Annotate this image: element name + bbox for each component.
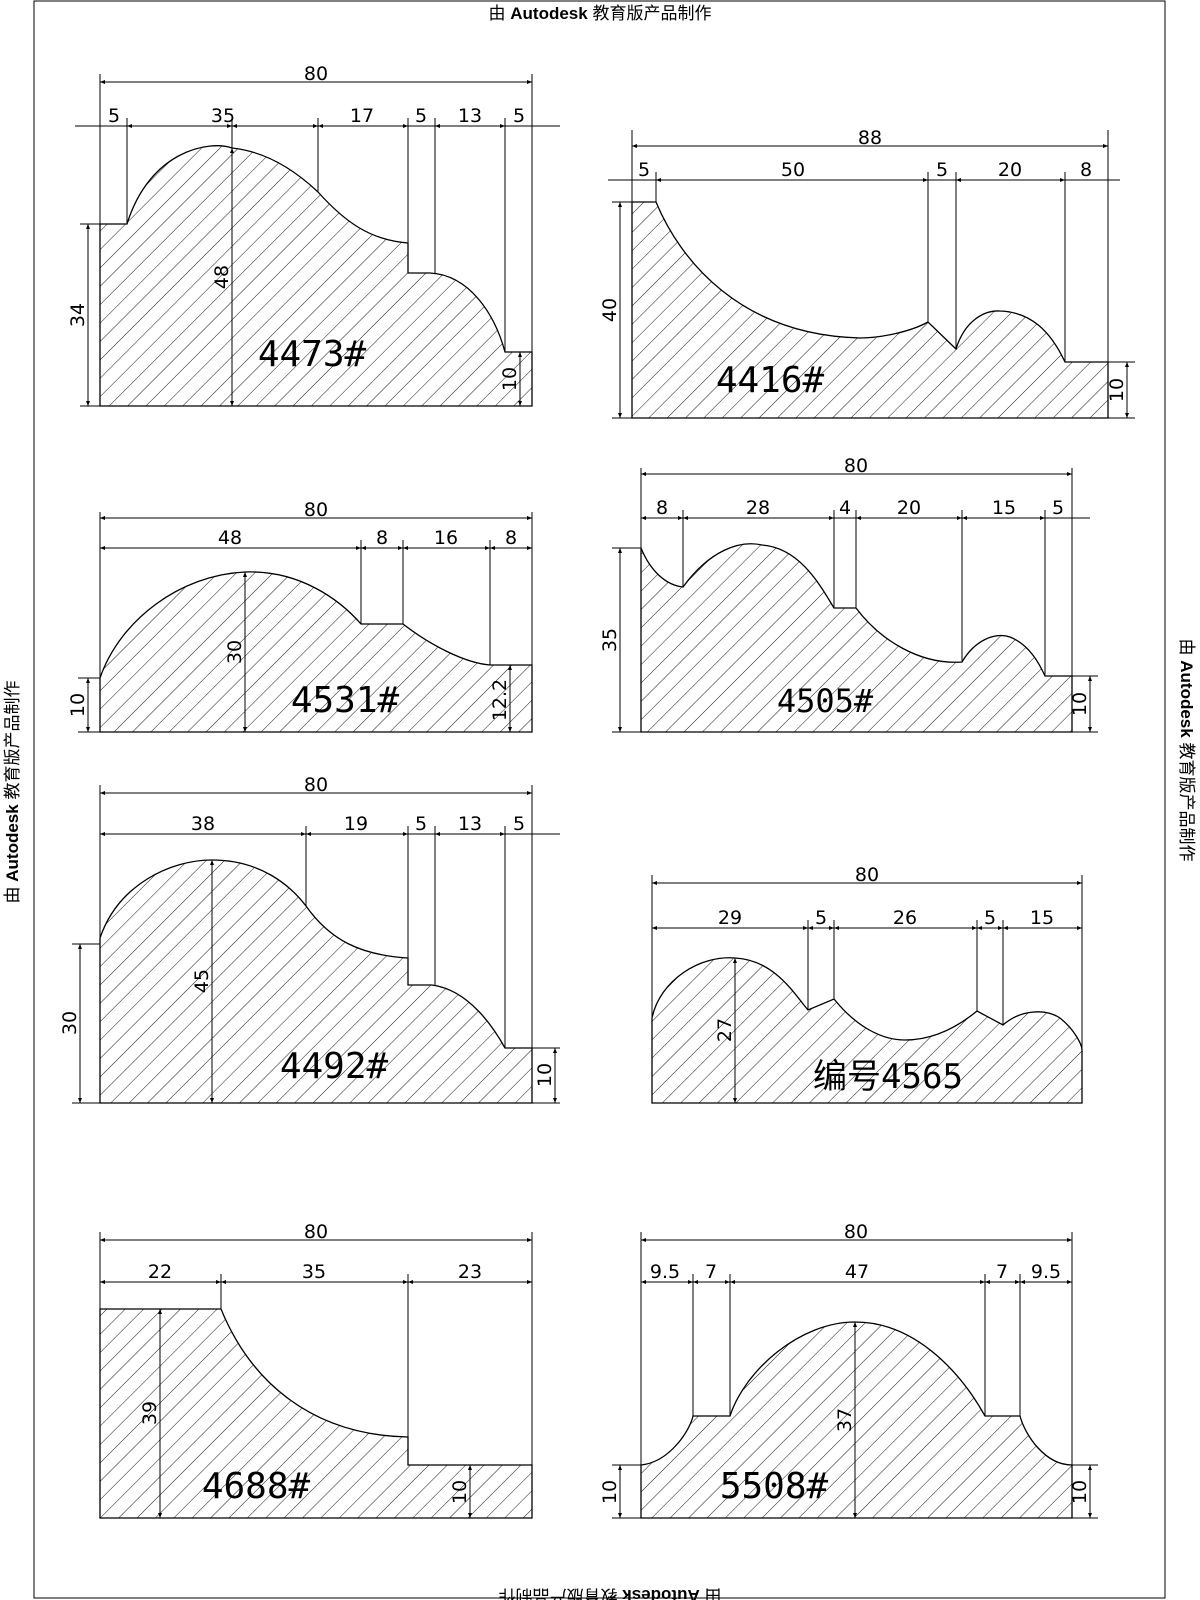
dim-segment: 5 bbox=[815, 907, 827, 929]
dim-overall-width: 80 bbox=[304, 1221, 328, 1243]
dim-segment: 8 bbox=[656, 497, 668, 519]
dim-overall-width: 80 bbox=[304, 774, 328, 796]
dim-segment: 7 bbox=[996, 1261, 1008, 1283]
profile-code: 5508# bbox=[720, 1466, 829, 1507]
dim-height: 27 bbox=[714, 1018, 736, 1042]
dim-segment: 5 bbox=[108, 105, 120, 127]
profile-code: 4531# bbox=[291, 680, 400, 721]
sheet-border bbox=[33, 0, 1166, 1599]
profile-code: 4688# bbox=[202, 1466, 311, 1507]
dim-segment: 28 bbox=[746, 497, 770, 519]
dim-height: 10 bbox=[1069, 1480, 1091, 1504]
profile-code: 4473# bbox=[258, 334, 367, 375]
profile-outline bbox=[99, 145, 533, 407]
dim-segment: 4 bbox=[839, 497, 851, 519]
dim-height: 10 bbox=[1106, 378, 1128, 402]
profile-outline bbox=[651, 957, 1083, 1104]
dim-segment: 9.5 bbox=[1031, 1261, 1061, 1283]
dim-height: 48 bbox=[211, 265, 233, 289]
profile-4688: 80 22 35 23 39 10 4688# bbox=[99, 1221, 533, 1519]
watermark-right: 由 Autodesk 教育版产品制作 bbox=[1177, 639, 1196, 862]
dim-segment: 5 bbox=[1052, 497, 1064, 519]
dim-height: 10 bbox=[1069, 692, 1091, 716]
dim-segment: 13 bbox=[458, 105, 482, 127]
dim-height: 10 bbox=[67, 693, 89, 717]
watermark-bottom: 由 Autodesk 教育版产品制作 bbox=[499, 1586, 722, 1600]
dim-segment: 29 bbox=[718, 907, 742, 929]
dim-height: 39 bbox=[139, 1401, 161, 1425]
dim-segment: 16 bbox=[434, 527, 458, 549]
dim-height: 10 bbox=[449, 1480, 471, 1504]
profile-outline bbox=[640, 1321, 1073, 1519]
dim-segment: 26 bbox=[893, 907, 917, 929]
dim-height: 10 bbox=[534, 1063, 556, 1087]
profile-code: 4505# bbox=[777, 682, 874, 720]
dim-overall-width: 88 bbox=[858, 127, 882, 149]
profile-code: 4416# bbox=[716, 360, 825, 401]
dim-segment: 8 bbox=[376, 527, 388, 549]
svg-text:由 Autodesk 教育版产品制作: 由 Autodesk 教育版产品制作 bbox=[499, 1586, 722, 1600]
profile-4473: 80 5 35 17 5 13 5 34 48 10 4473# bbox=[67, 63, 560, 407]
profile-5508: 80 9.5 7 47 7 9.5 10 37 10 5508# bbox=[599, 1221, 1098, 1519]
dim-segment: 9.5 bbox=[650, 1261, 680, 1283]
dim-overall-width: 80 bbox=[844, 455, 868, 477]
dim-segment: 48 bbox=[218, 527, 242, 549]
dim-segment: 8 bbox=[1080, 159, 1092, 181]
dim-segment: 5 bbox=[638, 159, 650, 181]
dim-segment: 5 bbox=[415, 813, 427, 835]
dim-overall-width: 80 bbox=[855, 864, 879, 886]
dim-segment: 8 bbox=[505, 527, 517, 549]
dim-height: 30 bbox=[224, 640, 246, 664]
profile-outline bbox=[99, 571, 533, 733]
profile-code: 4492# bbox=[280, 1046, 389, 1087]
dim-segment: 38 bbox=[191, 813, 215, 835]
dim-overall-width: 80 bbox=[304, 63, 328, 85]
dim-segment: 47 bbox=[845, 1261, 869, 1283]
dim-segment: 7 bbox=[705, 1261, 717, 1283]
dim-segment: 5 bbox=[513, 813, 525, 835]
dim-segment: 23 bbox=[458, 1261, 482, 1283]
dim-segment: 13 bbox=[458, 813, 482, 835]
dim-segment: 5 bbox=[936, 159, 948, 181]
dim-segment: 20 bbox=[998, 159, 1022, 181]
dim-segment: 22 bbox=[148, 1261, 172, 1283]
profile-4492: 80 38 19 5 13 5 30 45 10 4492# bbox=[59, 774, 560, 1104]
dim-segment: 5 bbox=[513, 105, 525, 127]
dim-height: 40 bbox=[599, 298, 621, 322]
dim-overall-width: 80 bbox=[304, 499, 328, 521]
dim-segment: 35 bbox=[302, 1261, 326, 1283]
dim-height: 35 bbox=[599, 628, 621, 652]
dim-height: 45 bbox=[191, 969, 213, 993]
dim-segment: 5 bbox=[415, 105, 427, 127]
watermark-left: 由 Autodesk 教育版产品制作 bbox=[3, 681, 22, 904]
profile-outline bbox=[99, 859, 533, 1104]
dim-segment: 19 bbox=[344, 813, 368, 835]
dim-segment: 17 bbox=[350, 105, 374, 127]
dim-height: 12.2 bbox=[489, 679, 511, 721]
dim-height: 30 bbox=[59, 1011, 81, 1035]
dim-segment: 50 bbox=[781, 159, 805, 181]
profile-outline bbox=[631, 201, 1109, 419]
svg-text:由 Autodesk 教育版产品制作: 由 Autodesk 教育版产品制作 bbox=[1177, 639, 1196, 862]
dim-height: 37 bbox=[834, 1408, 856, 1432]
profile-4565: 80 29 5 26 5 15 27 编号4565 bbox=[651, 864, 1083, 1104]
profile-code: 编号4565 bbox=[813, 1057, 963, 1097]
dim-segment: 5 bbox=[984, 907, 996, 929]
dim-segment: 15 bbox=[1030, 907, 1054, 929]
svg-text:由 Autodesk 教育版产品制作: 由 Autodesk 教育版产品制作 bbox=[3, 681, 22, 904]
dim-segment: 15 bbox=[992, 497, 1016, 519]
profile-4505: 80 8 28 4 20 15 5 35 10 4505# bbox=[599, 455, 1098, 733]
dim-height: 34 bbox=[67, 303, 89, 327]
profile-4531: 80 48 8 16 8 10 30 12.2 4531# bbox=[67, 499, 533, 733]
dim-height: 10 bbox=[499, 367, 521, 391]
dim-overall-width: 80 bbox=[844, 1221, 868, 1243]
svg-text:由 Autodesk 教育版产品制作: 由 Autodesk 教育版产品制作 bbox=[489, 4, 712, 23]
dim-segment: 35 bbox=[211, 105, 235, 127]
dim-height: 10 bbox=[599, 1480, 621, 1504]
dim-segment: 20 bbox=[897, 497, 921, 519]
profile-4416: 88 5 50 5 20 8 40 10 4416# bbox=[599, 127, 1135, 419]
watermark-top: 由 Autodesk 教育版产品制作 bbox=[489, 4, 712, 23]
